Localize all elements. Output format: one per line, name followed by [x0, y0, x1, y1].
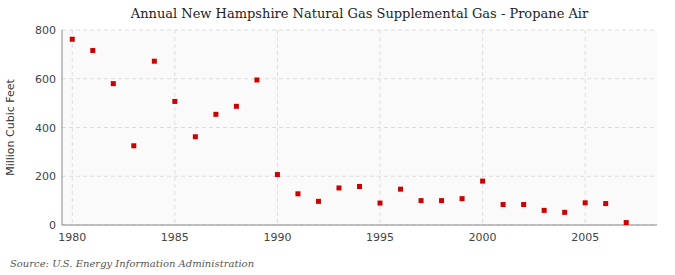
grid-line-x: [585, 30, 586, 225]
plot-area: [62, 30, 657, 225]
point: [460, 196, 465, 201]
point: [624, 220, 629, 225]
point: [70, 37, 75, 42]
x-tick-label: 1990: [263, 231, 291, 244]
point: [234, 104, 239, 109]
point: [336, 185, 341, 190]
point: [480, 179, 485, 184]
y-tick-label: 600: [35, 73, 56, 86]
point: [152, 59, 157, 64]
grid-line-x: [277, 30, 278, 225]
points: [70, 37, 629, 225]
point: [562, 210, 567, 215]
point: [316, 199, 321, 204]
grid-line-y: [62, 78, 657, 79]
point: [193, 134, 198, 139]
y-axis-label: Million Cubic Feet: [4, 78, 17, 175]
grid-line-y: [62, 225, 657, 226]
point: [583, 200, 588, 205]
grid-line-y: [62, 127, 657, 128]
title: Annual New Hampshire Natural Gas Supplem…: [130, 6, 589, 21]
x-tick-label: 2000: [469, 231, 497, 244]
ticks: 0 200 400 600 800 1980 1985 1990 1995 2000 2005: [35, 24, 599, 244]
point: [521, 202, 526, 207]
grid-line-x: [72, 30, 73, 225]
y-axis-line: [62, 30, 63, 225]
grid-line-x: [174, 30, 175, 225]
point: [90, 48, 95, 53]
point: [131, 143, 136, 148]
point: [603, 201, 608, 206]
x-tick-label: 1980: [58, 231, 86, 244]
point: [501, 202, 506, 207]
point: [378, 201, 383, 206]
grid-line-x: [380, 30, 381, 225]
y-tick-label: 0: [49, 219, 56, 232]
y-tick-label: 200: [35, 170, 56, 183]
point: [275, 172, 280, 177]
grid-line-x: [482, 30, 483, 225]
x-axis-line: [62, 225, 657, 226]
grid-line-y: [62, 30, 657, 31]
point: [295, 191, 300, 196]
x-tick-label: 1995: [366, 231, 394, 244]
point: [542, 208, 547, 213]
point: [213, 112, 218, 117]
y-tick-label: 800: [35, 24, 56, 37]
point: [254, 77, 259, 82]
source: Source: U.S. Energy Information Administ…: [10, 258, 254, 269]
point: [398, 187, 403, 192]
grid-line-y: [62, 176, 657, 177]
point: [357, 184, 362, 189]
x-tick-label: 2005: [571, 231, 599, 244]
grid: [62, 30, 657, 225]
chart: 0 200 400 600 800 1980 1985 1990 1995 2000 2005 Ann…: [0, 0, 675, 275]
point: [111, 81, 116, 86]
y-tick-label: 400: [35, 122, 56, 135]
point: [439, 198, 444, 203]
point: [419, 198, 424, 203]
point: [172, 99, 177, 104]
x-tick-label: 1985: [161, 231, 189, 244]
